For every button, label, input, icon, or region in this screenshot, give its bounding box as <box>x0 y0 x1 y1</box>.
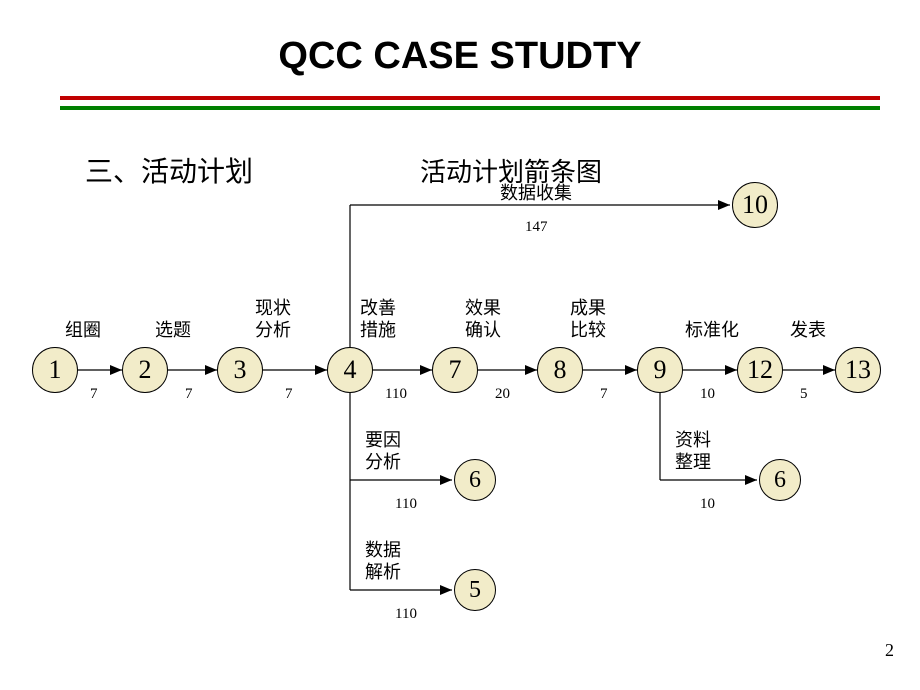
edge-duration: 7 <box>185 385 193 403</box>
flow-node: 10 <box>732 182 778 228</box>
flow-node: 3 <box>217 347 263 393</box>
rule-green <box>60 106 880 110</box>
flow-node: 5 <box>454 569 496 611</box>
edge-label: 改善措施 <box>360 298 396 341</box>
edge-duration: 10 <box>700 495 715 513</box>
edge-label: 标准化 <box>685 320 739 342</box>
edge-label: 资料整理 <box>675 430 711 473</box>
rule-red <box>60 96 880 100</box>
edge-duration: 10 <box>700 385 715 403</box>
flow-node: 13 <box>835 347 881 393</box>
page-title: QCC CASE STUDTY <box>0 35 920 78</box>
edge-duration: 110 <box>395 495 417 513</box>
edge-duration: 110 <box>395 605 417 623</box>
edge-label: 发表 <box>790 320 826 342</box>
edge-duration: 147 <box>525 218 548 236</box>
edge-label: 效果确认 <box>465 298 501 341</box>
edge-label: 现状分析 <box>255 298 291 341</box>
edge-duration: 7 <box>600 385 608 403</box>
section-heading: 三、活动计划 <box>85 150 253 190</box>
page-number: 2 <box>885 640 894 661</box>
flow-node: 2 <box>122 347 168 393</box>
edge-label: 选题 <box>155 320 191 342</box>
edge-duration: 5 <box>800 385 808 403</box>
flow-node: 7 <box>432 347 478 393</box>
edge-duration: 20 <box>495 385 510 403</box>
edge-duration: 7 <box>90 385 98 403</box>
edge-duration: 110 <box>385 385 407 403</box>
edge-label: 要因分析 <box>365 430 401 473</box>
flow-node: 6 <box>759 459 801 501</box>
edge-label: 数据收集 <box>500 183 572 205</box>
edge-label: 数据解析 <box>365 540 401 583</box>
flow-node: 4 <box>327 347 373 393</box>
flow-node: 1 <box>32 347 78 393</box>
edge-label: 组圈 <box>65 320 101 342</box>
flow-node: 12 <box>737 347 783 393</box>
flow-node: 6 <box>454 459 496 501</box>
edge-duration: 7 <box>285 385 293 403</box>
edge-label: 成果比较 <box>570 298 606 341</box>
flow-node: 9 <box>637 347 683 393</box>
flow-node: 8 <box>537 347 583 393</box>
